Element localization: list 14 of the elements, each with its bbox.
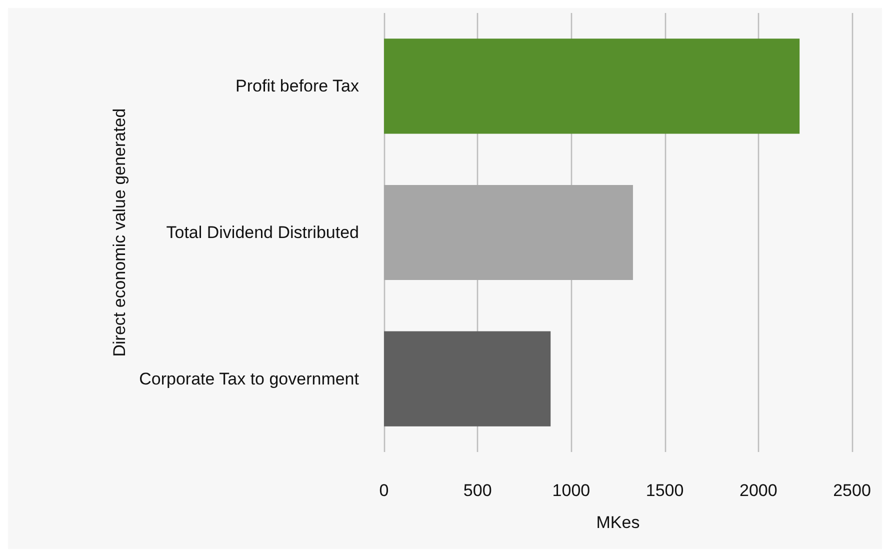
- bar: [384, 331, 551, 426]
- x-axis-title: MKes: [596, 513, 640, 532]
- y-tick-label: Corporate Tax to government: [139, 369, 360, 388]
- x-tick-label: 500: [463, 481, 492, 500]
- bar: [384, 184, 633, 280]
- x-tick-label: 1000: [552, 481, 590, 500]
- x-tick-label: 2500: [833, 481, 871, 500]
- bar: [384, 38, 800, 134]
- x-tick-label: 0: [379, 481, 389, 500]
- x-tick-label: 2000: [739, 481, 778, 500]
- y-axis-title: Direct economic value generated: [110, 108, 129, 357]
- x-tick-label: 1500: [646, 481, 684, 500]
- y-tick-label: Profit before Tax: [236, 76, 360, 96]
- y-tick-label: Total Dividend Distributed: [166, 223, 359, 242]
